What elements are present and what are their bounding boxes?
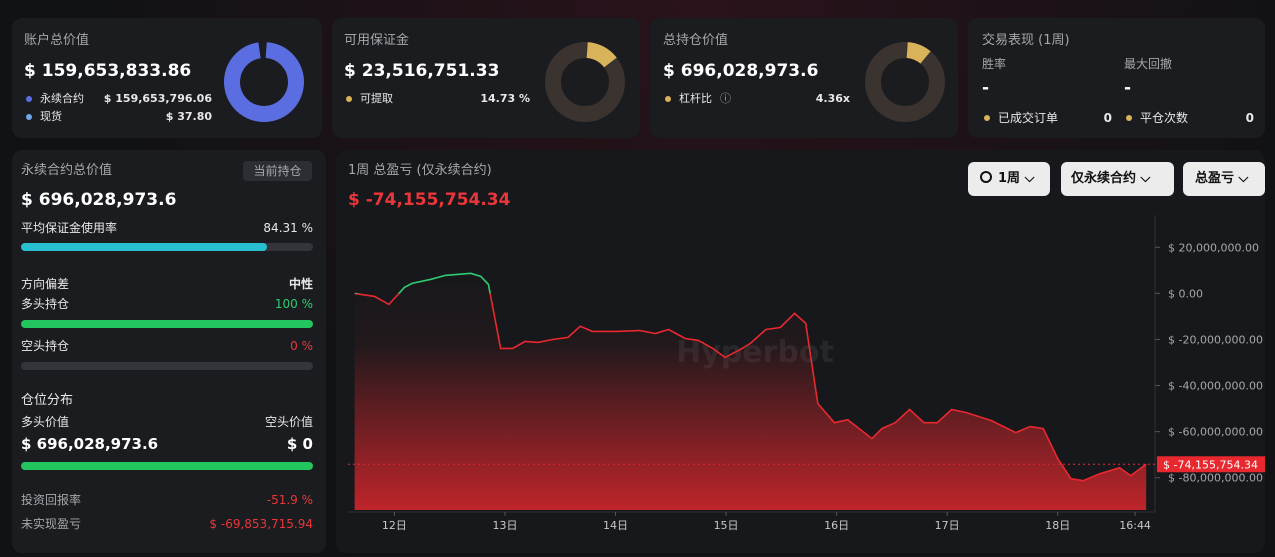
donut (865, 42, 945, 122)
card-value: $ 159,653,833.86 (24, 61, 192, 81)
last-value-label: $ -74,155,754.34 (1163, 458, 1258, 471)
item-label: 可提取 (360, 92, 393, 105)
stat-value: 0 (1245, 111, 1254, 125)
value: 0 % (290, 339, 313, 353)
value: $ 696,028,973.6 (21, 435, 159, 453)
metric-button[interactable]: 总盈亏 ⌵ (1183, 162, 1265, 196)
donut (545, 42, 625, 122)
last-value-badge (1157, 456, 1265, 473)
x-tick-label: 18日 (1045, 519, 1070, 532)
label: 多头持仓 (21, 297, 70, 311)
button-label: 仅永续合约 (1071, 171, 1137, 186)
label: 空头持仓 (21, 339, 70, 353)
panel-title: 永续合约总价值 (21, 163, 113, 178)
item-label: 杠杆比 (679, 92, 712, 105)
item-label: 永续合约 (40, 92, 84, 105)
stat-label: 已成交订单 (998, 111, 1059, 125)
x-tick-label: 16:44 (1119, 519, 1151, 532)
donut-ring (545, 42, 625, 122)
item-value: $ 159,653,796.06 (103, 92, 212, 105)
donut (224, 42, 304, 122)
legend-dot (1126, 115, 1132, 121)
range-button[interactable]: 1周 ⌵ (968, 162, 1050, 196)
donut-ring (224, 42, 304, 122)
area (354, 273, 1147, 510)
value: 100 % (274, 297, 313, 311)
progress-fill (21, 320, 313, 328)
value: $ 0 (286, 435, 313, 453)
y-tick-label: $ -40,000,000.00 (1168, 380, 1263, 393)
item-value: 14.73 % (480, 92, 530, 105)
pnl-line (354, 272, 1147, 482)
stat-value: - (1124, 78, 1132, 98)
value: $ -69,853,715.94 (209, 517, 313, 531)
x-tick-label: 14日 (603, 519, 628, 532)
y-tick-label: $ -20,000,000.00 (1168, 333, 1263, 346)
progress-track (21, 362, 313, 370)
card-title: 账户总价值 (24, 33, 90, 48)
item-value: $ 37.80 (165, 110, 212, 123)
scope-button[interactable]: 仅永续合约 ⌵ (1061, 162, 1174, 196)
section-title: 仓位分布 (21, 393, 74, 408)
card-title: 总持仓价值 (663, 33, 729, 48)
positions-panel (12, 150, 326, 553)
x-tick-label: 13日 (492, 519, 517, 532)
chart-headline: $ -74,155,754.34 (348, 190, 511, 210)
label: 方向偏差 (21, 277, 70, 291)
item-value: 4.36x (815, 92, 850, 105)
card-value: $ 23,516,751.33 (344, 61, 500, 81)
legend-dot (26, 114, 32, 120)
stat-label: 胜率 (982, 57, 1007, 71)
label: 未实现盈亏 (21, 517, 82, 531)
legend-dot (346, 96, 352, 102)
chart: Hyperbot $ 20,000,000.00$ 0.00$ -20,000,… (348, 215, 1265, 532)
stat-value: 0 (1103, 111, 1112, 125)
badge: 当前持仓 (243, 161, 312, 181)
value: 中性 (288, 277, 313, 291)
label: 平均保证金使用率 (21, 221, 118, 235)
stat-value: - (982, 78, 990, 98)
item-label: 现货 (40, 110, 62, 123)
x-tick-label: 15日 (714, 519, 739, 532)
donut-ring (865, 42, 945, 122)
label: 投资回报率 (21, 493, 82, 507)
panel-value: $ 696,028,973.6 (21, 190, 177, 210)
card-value: $ 696,028,973.6 (663, 61, 819, 81)
x-tick-label: 16日 (824, 519, 849, 532)
chart-title: 1周 总盈亏 (仅永续合约) (348, 163, 492, 178)
y-tick-label: $ -80,000,000.00 (1168, 472, 1263, 485)
button-label: 1周 (998, 171, 1021, 186)
button-label: 总盈亏 (1195, 171, 1235, 186)
y-tick-label: $ 0.00 (1168, 287, 1203, 300)
card (968, 18, 1265, 138)
value: -51.9 % (266, 493, 313, 507)
value: 84.31 % (263, 221, 313, 235)
progress-fill (21, 243, 267, 251)
legend-dot (984, 115, 990, 121)
legend-dot (665, 96, 671, 102)
x-tick-label: 17日 (935, 519, 960, 532)
y-tick-label: $ -60,000,000.00 (1168, 426, 1263, 439)
label: 空头价值 (264, 415, 313, 429)
stat-label: 平仓次数 (1140, 111, 1189, 125)
stat-label: 最大回撤 (1124, 57, 1173, 71)
card-title: 交易表现 (1周) (982, 33, 1070, 48)
x-tick-label: 12日 (382, 519, 407, 532)
card-title: 可用保证金 (344, 33, 410, 48)
label: 多头价值 (21, 415, 70, 429)
y-tick-label: $ 20,000,000.00 (1168, 241, 1259, 254)
legend-dot (26, 96, 32, 102)
info-icon[interactable]: ⓘ (720, 92, 731, 105)
progress-fill (21, 462, 313, 470)
